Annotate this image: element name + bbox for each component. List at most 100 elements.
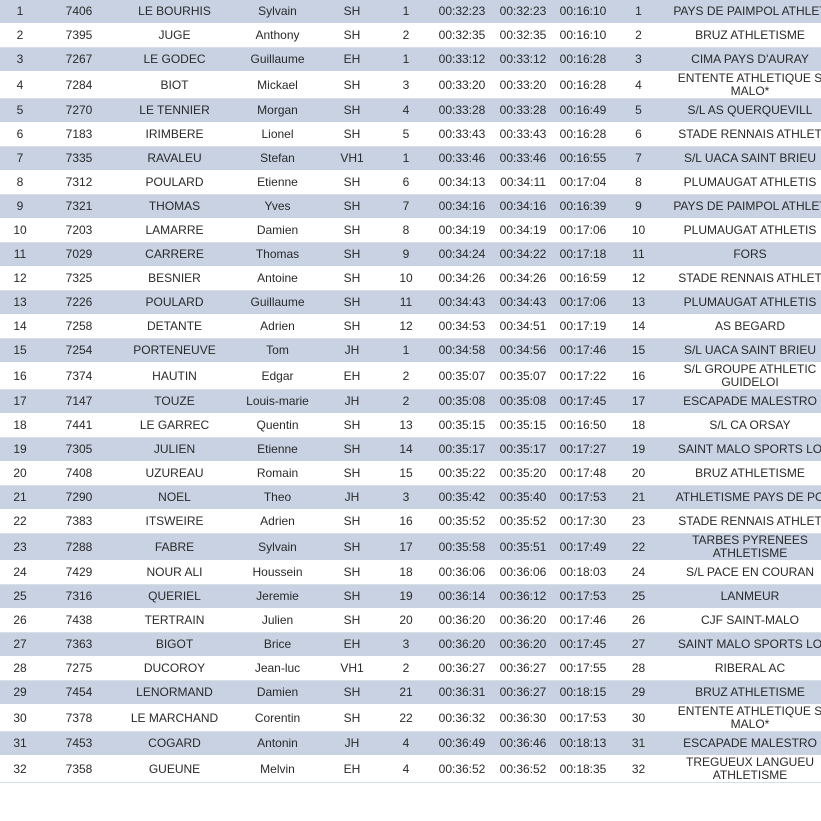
bib: 7429 — [40, 560, 118, 585]
rank-2: 30 — [612, 704, 665, 732]
club: PLUMAUGAT ATHLETIS — [665, 170, 821, 195]
rank-2: 5 — [612, 98, 665, 123]
rank: 17 — [0, 389, 40, 414]
result-row: 2 7395 JUGE Anthony SH 2 00:32:35 00:32:35 00:16… — [0, 23, 821, 48]
last-name: LE GARREC — [118, 413, 231, 438]
last-name: NOEL — [118, 485, 231, 510]
category-rank: 10 — [380, 266, 432, 291]
category-rank: 3 — [380, 632, 432, 657]
time: 00:36:52 — [432, 755, 492, 783]
category: SH — [324, 437, 380, 462]
split-time: 00:17:04 — [554, 170, 612, 195]
time: 00:33:12 — [432, 47, 492, 72]
net-time: 00:32:35 — [492, 23, 554, 48]
split-time: 00:16:49 — [554, 98, 612, 123]
rank: 20 — [0, 461, 40, 486]
result-row: 10 7203 LAMARRE Damien SH 8 00:34:19 00:34:19 00… — [0, 218, 821, 243]
bib: 7363 — [40, 632, 118, 657]
category: SH — [324, 290, 380, 315]
split-time: 00:17:48 — [554, 461, 612, 486]
net-time: 00:34:56 — [492, 338, 554, 363]
net-time: 00:35:17 — [492, 437, 554, 462]
club: BRUZ ATHLETISME — [665, 23, 821, 48]
split-time: 00:16:10 — [554, 0, 612, 24]
last-name: BESNIER — [118, 266, 231, 291]
split-time: 00:18:35 — [554, 755, 612, 783]
club: S/L CA ORSAY — [665, 413, 821, 438]
last-name: GUEUNE — [118, 755, 231, 783]
split-time: 00:17:18 — [554, 242, 612, 267]
net-time: 00:34:51 — [492, 314, 554, 339]
split-time: 00:16:28 — [554, 71, 612, 99]
split-time: 00:16:59 — [554, 266, 612, 291]
club: BRUZ ATHLETISME — [665, 461, 821, 486]
last-name: LE BOURHIS — [118, 0, 231, 24]
split-time: 00:18:03 — [554, 560, 612, 585]
rank-2: 24 — [612, 560, 665, 585]
rank: 30 — [0, 704, 40, 732]
rank: 9 — [0, 194, 40, 219]
category: SH — [324, 122, 380, 147]
last-name: DETANTE — [118, 314, 231, 339]
result-row: 16 7374 HAUTIN Edgar EH 2 00:35:07 00:35:07 00:1… — [0, 362, 821, 390]
last-name: UZUREAU — [118, 461, 231, 486]
club: S/L GROUPE ATHLETIC GUIDELOI — [665, 362, 821, 390]
results-table: 1 7406 LE BOURHIS Sylvain SH 1 00:32:23 00:32:2… — [0, 0, 821, 783]
split-time: 00:17:30 — [554, 509, 612, 534]
rank: 19 — [0, 437, 40, 462]
rank: 13 — [0, 290, 40, 315]
rank: 6 — [0, 122, 40, 147]
club: PLUMAUGAT ATHLETIS — [665, 218, 821, 243]
split-time: 00:17:53 — [554, 584, 612, 609]
bib: 7441 — [40, 413, 118, 438]
category-rank: 2 — [380, 362, 432, 390]
rank-2: 8 — [612, 170, 665, 195]
club: ENTENTE ATHLETIQUE S MALO* — [665, 704, 821, 732]
last-name: QUERIEL — [118, 584, 231, 609]
rank: 15 — [0, 338, 40, 363]
rank: 31 — [0, 731, 40, 756]
time: 00:33:28 — [432, 98, 492, 123]
first-name: Adrien — [231, 509, 324, 534]
club: PAYS DE PAIMPOL ATHLET — [665, 194, 821, 219]
category: SH — [324, 680, 380, 705]
bib: 7029 — [40, 242, 118, 267]
rank-2: 4 — [612, 71, 665, 99]
bib: 7454 — [40, 680, 118, 705]
rank-2: 10 — [612, 218, 665, 243]
result-row: 21 7290 NOEL Theo JH 3 00:35:42 00:35:40 00:17:5… — [0, 485, 821, 510]
time: 00:35:42 — [432, 485, 492, 510]
club: AS BEGARD — [665, 314, 821, 339]
net-time: 00:34:11 — [492, 170, 554, 195]
category: SH — [324, 533, 380, 561]
split-time: 00:17:53 — [554, 704, 612, 732]
net-time: 00:35:52 — [492, 509, 554, 534]
first-name: Melvin — [231, 755, 324, 783]
net-time: 00:36:12 — [492, 584, 554, 609]
club: CIMA PAYS D'AURAY — [665, 47, 821, 72]
split-time: 00:18:13 — [554, 731, 612, 756]
net-time: 00:35:08 — [492, 389, 554, 414]
category-rank: 9 — [380, 242, 432, 267]
time: 00:34:43 — [432, 290, 492, 315]
bib: 7312 — [40, 170, 118, 195]
split-time: 00:18:15 — [554, 680, 612, 705]
first-name: Damien — [231, 680, 324, 705]
last-name: THOMAS — [118, 194, 231, 219]
bib: 7335 — [40, 146, 118, 171]
time: 00:35:15 — [432, 413, 492, 438]
last-name: LE TENNIER — [118, 98, 231, 123]
bib: 7290 — [40, 485, 118, 510]
bib: 7203 — [40, 218, 118, 243]
category-rank: 16 — [380, 509, 432, 534]
bib: 7288 — [40, 533, 118, 561]
time: 00:34:19 — [432, 218, 492, 243]
result-row: 9 7321 THOMAS Yves SH 7 00:34:16 00:34:16 00:16:… — [0, 194, 821, 219]
category-rank: 15 — [380, 461, 432, 486]
club: STADE RENNAIS ATHLET — [665, 122, 821, 147]
rank-2: 16 — [612, 362, 665, 390]
rank-2: 28 — [612, 656, 665, 681]
first-name: Mickael — [231, 71, 324, 99]
club: PLUMAUGAT ATHLETIS — [665, 290, 821, 315]
